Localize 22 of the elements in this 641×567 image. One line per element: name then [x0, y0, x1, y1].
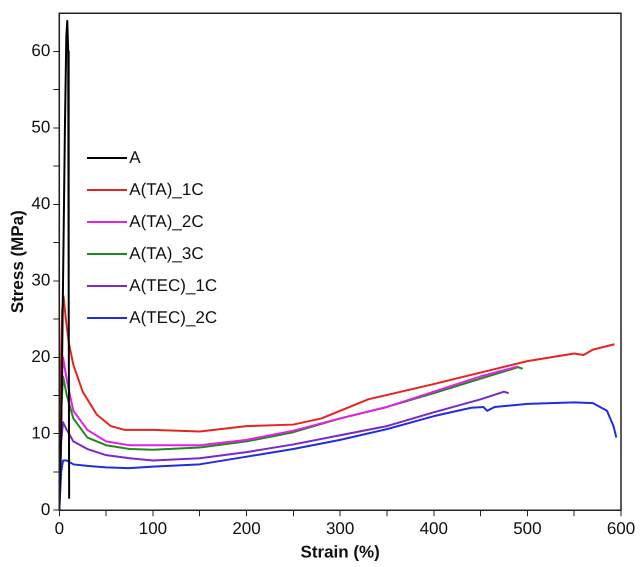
legend-label: A(TA)_2C: [129, 212, 204, 232]
x-tick-label: 200: [232, 519, 261, 538]
legend-label: A(TA)_3C: [129, 244, 204, 264]
y-tick-label: 30: [31, 270, 50, 290]
y-tick-label: 20: [31, 346, 50, 366]
x-axis-title: Strain (%): [300, 542, 380, 562]
y-axis-title: Stress (MPa): [8, 210, 27, 314]
x-tick-label: 400: [420, 519, 448, 538]
legend-label: A(TA)_1C: [129, 180, 204, 200]
y-tick-label: 0: [40, 500, 50, 519]
x-tick-label: 600: [606, 519, 636, 538]
x-tick-label: 100: [138, 519, 168, 538]
x-tick-label: 0: [54, 519, 64, 538]
y-tick-label: 10: [31, 423, 50, 442]
x-tick-label: 500: [513, 519, 542, 538]
y-tick-label: 40: [31, 194, 50, 214]
legend-label: A(TEC)_2C: [129, 308, 218, 328]
legend-label: A(TEC)_1C: [129, 276, 218, 296]
y-tick-label: 50: [31, 118, 50, 137]
x-tick-label: 300: [326, 519, 354, 538]
legend-label: A: [129, 148, 141, 168]
y-tick-label: 60: [31, 41, 50, 60]
